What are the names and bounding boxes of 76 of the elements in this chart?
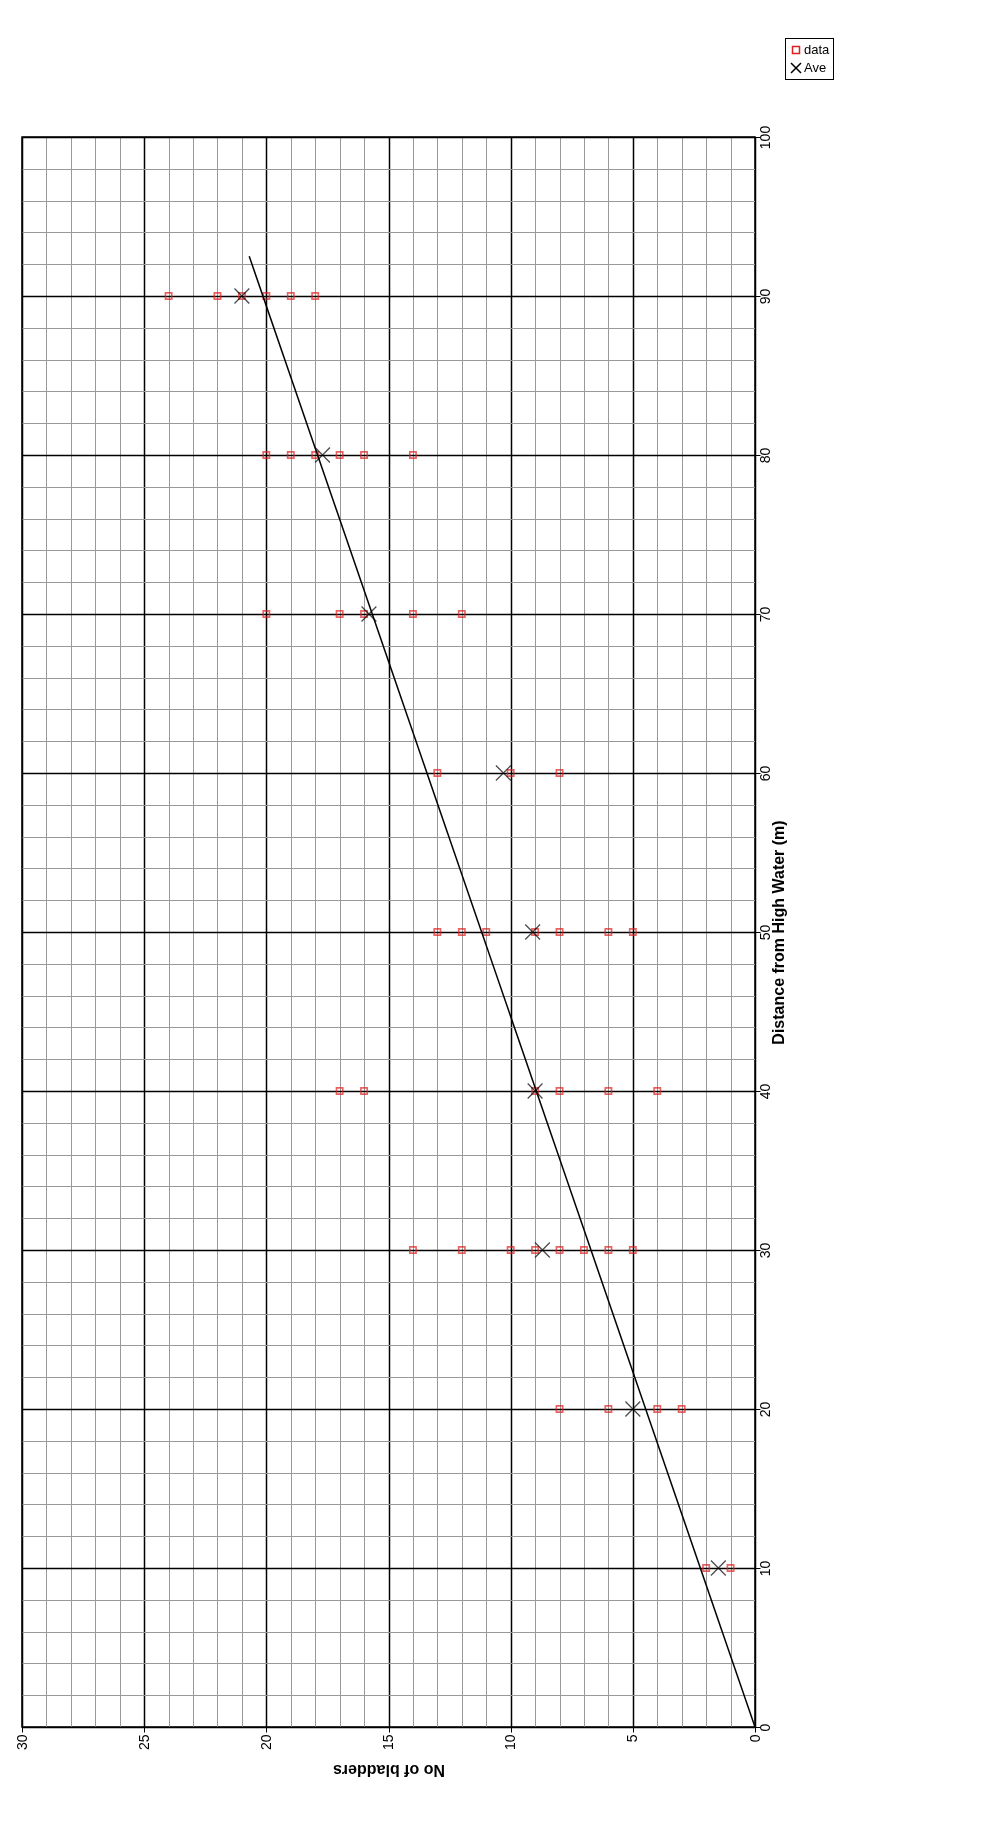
point — [555, 1405, 564, 1413]
point — [433, 769, 442, 777]
point — [531, 1087, 540, 1095]
point — [360, 451, 369, 459]
point — [653, 1087, 662, 1095]
point — [710, 1559, 727, 1577]
point — [262, 610, 271, 618]
point — [360, 610, 369, 618]
point — [555, 928, 564, 936]
point — [531, 1246, 540, 1254]
point — [604, 928, 613, 936]
y-tick-label: 70 — [756, 606, 773, 623]
y-tick-label: 20 — [756, 1401, 773, 1418]
point — [527, 1082, 544, 1100]
point — [457, 1246, 466, 1254]
point — [495, 764, 512, 782]
y-tick-label: 30 — [756, 1242, 773, 1259]
point — [408, 610, 417, 618]
y-tick-label: 80 — [756, 447, 773, 464]
point — [360, 1087, 369, 1095]
point — [335, 451, 344, 459]
legend-label: Ave — [804, 59, 827, 77]
point — [335, 610, 344, 618]
x-tick-label: 0 — [746, 1734, 763, 1743]
point — [604, 1405, 613, 1413]
point — [604, 1087, 613, 1095]
point — [482, 928, 491, 936]
x-tick-label: 30 — [13, 1734, 30, 1751]
point — [555, 769, 564, 777]
point — [531, 928, 540, 936]
y-tick-label: 0 — [756, 1723, 773, 1732]
point — [677, 1405, 686, 1413]
x-tick-label: 20 — [257, 1734, 274, 1751]
point — [233, 287, 250, 305]
point — [653, 1405, 662, 1413]
point — [314, 446, 331, 464]
point — [311, 451, 320, 459]
legend-label: data — [804, 41, 830, 59]
point — [262, 451, 271, 459]
point — [457, 610, 466, 618]
point — [311, 292, 320, 300]
y-tick-label: 90 — [756, 288, 773, 305]
point — [213, 292, 222, 300]
y-tick-label: 60 — [756, 765, 773, 782]
x-tick-label: 15 — [380, 1734, 396, 1751]
y-tick-label: 10 — [756, 1560, 773, 1577]
point — [262, 292, 271, 300]
x-tick-label: 25 — [135, 1734, 152, 1751]
point — [360, 605, 378, 623]
point — [237, 292, 246, 300]
x-tick-label: 5 — [624, 1734, 641, 1743]
x-tick-label: 10 — [502, 1734, 519, 1751]
x-axis-title: No of bladders — [332, 1762, 446, 1780]
point — [702, 1564, 711, 1572]
point — [286, 292, 295, 300]
point — [628, 1246, 637, 1254]
point — [286, 451, 295, 459]
point — [408, 451, 417, 459]
point — [604, 1246, 613, 1254]
point — [408, 1246, 417, 1254]
point — [624, 1400, 641, 1418]
point — [164, 292, 173, 300]
point — [628, 928, 637, 936]
point — [506, 769, 515, 777]
point — [524, 923, 541, 941]
point — [580, 1246, 588, 1254]
point — [506, 1246, 515, 1254]
point — [555, 1246, 564, 1254]
point — [433, 928, 442, 936]
point — [726, 1564, 735, 1572]
point — [534, 1241, 551, 1259]
y-tick-label: 40 — [756, 1083, 773, 1100]
point — [335, 1087, 344, 1095]
point — [457, 928, 466, 936]
point — [555, 1087, 564, 1095]
y-tick-label: 100 — [756, 125, 773, 150]
